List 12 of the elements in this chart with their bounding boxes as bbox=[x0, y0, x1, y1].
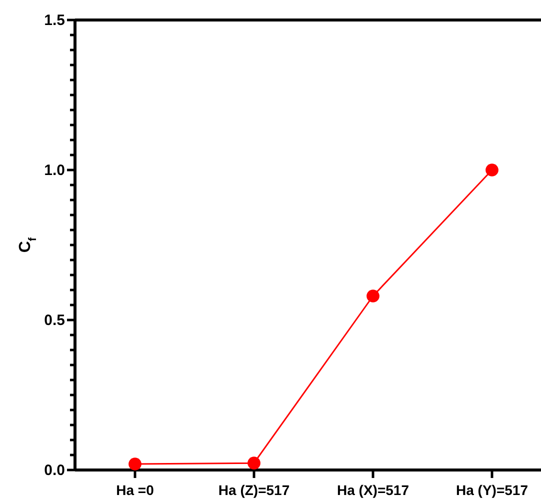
y-tick-label: 0.5 bbox=[44, 312, 65, 329]
x-tick-label: Ha (X)=517 bbox=[337, 482, 410, 498]
x-tick-label: Ha =0 bbox=[116, 482, 154, 498]
point bbox=[248, 456, 260, 470]
y-tick-label: 0.0 bbox=[44, 462, 65, 479]
x-tick-label: Ha (Z)=517 bbox=[218, 482, 290, 498]
x-tick-label: Ha (Y)=517 bbox=[456, 482, 528, 498]
point bbox=[486, 164, 498, 176]
y-tick-label: 1.0 bbox=[44, 162, 65, 179]
point bbox=[128, 458, 142, 470]
point bbox=[366, 290, 380, 302]
y-tick-label: 1.5 bbox=[44, 12, 65, 29]
